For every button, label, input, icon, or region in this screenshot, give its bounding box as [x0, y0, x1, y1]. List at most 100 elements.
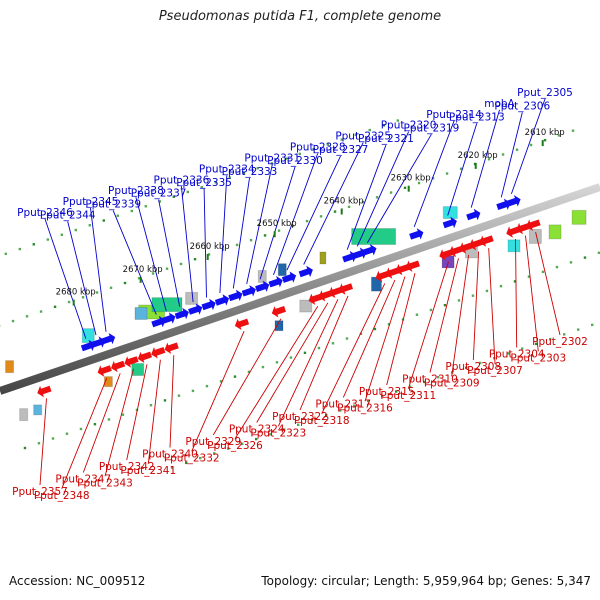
reverse-gene-arrow[interactable] [439, 249, 454, 261]
axis-tick-label: 2610 kbp [525, 128, 565, 138]
track-dot [375, 196, 379, 199]
track-dot [507, 352, 510, 355]
track-dot [247, 370, 251, 374]
track-dot [339, 409, 342, 412]
forward-gene-arrow[interactable] [214, 294, 230, 306]
track-dot [569, 261, 573, 264]
reverse-gene-label: Pput_2310 [402, 374, 458, 386]
track-dot [102, 219, 105, 222]
axis-tick-mark [273, 231, 276, 238]
forward-gene-arrow[interactable] [188, 303, 203, 315]
track-dot [199, 456, 202, 460]
track-dot [242, 171, 245, 175]
track-dot [109, 286, 113, 289]
reverse-gene-arrow[interactable] [111, 360, 126, 373]
reverse-gene-arrow[interactable] [308, 293, 323, 305]
label-leader-line [112, 210, 157, 315]
feature-block [185, 291, 199, 305]
track-dot [373, 327, 377, 331]
track-dot [367, 399, 370, 403]
axis-tick-label: 2670 kbp [123, 265, 163, 275]
reverse-gene-label: Pput_2318 [294, 415, 350, 427]
forward-gene-arrow[interactable] [80, 339, 96, 352]
axis-tick-label: 2680 kbp [56, 288, 96, 298]
feature-block [19, 408, 29, 422]
label-leader-line [286, 155, 341, 271]
label-leader-line [429, 258, 459, 373]
track-dot [193, 258, 197, 261]
track-dot [549, 337, 552, 341]
reverse-gene-arrow[interactable] [124, 356, 139, 368]
feature-block [319, 251, 327, 265]
track-dot [521, 347, 524, 350]
track-dot [291, 224, 295, 228]
forward-gene-arrow[interactable] [409, 228, 424, 240]
axis-tick-mark [541, 140, 544, 147]
forward-gene-arrow[interactable] [241, 285, 256, 297]
label-leader-line [407, 261, 449, 389]
axis-tick-label: 2640 kbp [324, 197, 364, 207]
track-dot [263, 234, 267, 237]
label-leader-line [67, 221, 97, 336]
forward-gene-arrow[interactable] [466, 208, 481, 221]
forward-gene-arrow[interactable] [298, 265, 313, 278]
forward-gene-arrow[interactable] [174, 307, 189, 320]
track-dot [493, 356, 496, 360]
track-dot [270, 162, 273, 165]
track-dot [214, 181, 217, 184]
reverse-gene-arrow[interactable] [151, 347, 166, 359]
forward-gene-arrow[interactable] [228, 289, 243, 302]
track-dot [529, 143, 533, 147]
reverse-gene-label: Pput_2307 [467, 365, 523, 377]
reverse-gene-arrow[interactable] [506, 226, 521, 238]
label-leader-line [321, 283, 386, 414]
label-leader-line [510, 98, 546, 195]
track-dot [23, 446, 27, 450]
forward-gene-arrow[interactable] [496, 198, 511, 210]
track-dot [275, 361, 279, 364]
track-dot [501, 153, 505, 156]
label-leader-line [413, 120, 455, 228]
reverse-gene-arrow[interactable] [375, 270, 390, 283]
forward-gene-arrow[interactable] [151, 315, 166, 328]
track-dot [186, 190, 189, 194]
reverse-gene-arrow[interactable] [234, 318, 250, 330]
track-dot [305, 219, 309, 223]
track-dot [284, 157, 287, 160]
label-leader-line [234, 305, 319, 440]
forward-gene-arrow[interactable] [268, 276, 283, 288]
label-leader-line [346, 145, 387, 250]
forward-gene-arrow[interactable] [342, 251, 357, 263]
reverse-gene-label: Pput_2309 [424, 377, 480, 389]
track-dot [389, 191, 393, 194]
label-leader-line [104, 368, 135, 477]
reverse-gene-arrow[interactable] [37, 385, 52, 398]
track-dot [577, 328, 580, 331]
reverse-gene-arrow[interactable] [164, 342, 179, 354]
forward-gene-arrow[interactable] [281, 271, 297, 283]
track-dot [46, 238, 49, 241]
reverse-gene-arrow[interactable] [97, 365, 112, 377]
reverse-gene-arrow[interactable] [137, 351, 152, 363]
track-dot [235, 243, 239, 247]
track-dot [368, 128, 371, 132]
reverse-gene-arrow[interactable] [271, 306, 286, 318]
forward-gene-label: Pput_2319 [404, 122, 460, 134]
reverse-gene-label: Pput_2315 [359, 386, 415, 398]
label-leader-line [169, 355, 175, 448]
track-dot [95, 291, 99, 294]
label-leader-line [386, 272, 416, 386]
forward-gene-arrow[interactable] [442, 216, 457, 229]
forward-gene-arrow[interactable] [255, 280, 270, 292]
track-dot [515, 148, 519, 151]
label-leader-line [203, 188, 207, 298]
label-leader-line [158, 199, 181, 307]
track-dot [563, 333, 566, 336]
track-dot [227, 447, 230, 450]
track-dot [465, 366, 468, 369]
forward-gene-label: Pput_2338 [108, 185, 164, 197]
forward-gene-label: Pput_2339 [85, 199, 141, 211]
track-dot [535, 342, 538, 346]
feature-block [257, 269, 267, 283]
forward-gene-arrow[interactable] [201, 298, 216, 311]
